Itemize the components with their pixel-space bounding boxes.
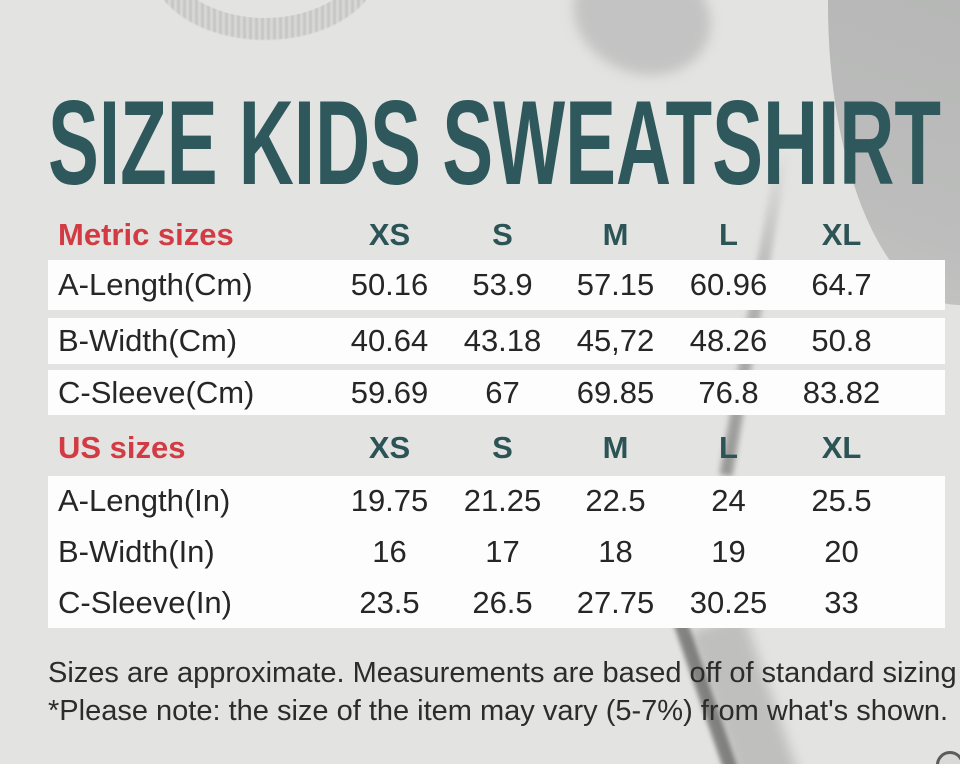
collar-rib-arc [150, 0, 380, 40]
us-header-row: US sizes XS S M L XL [48, 425, 945, 470]
size-value: 17 [485, 534, 520, 569]
row-label: B-Width(Cm) [58, 323, 238, 358]
table-row: C-Sleeve(In) 23.5 26.5 27.75 30.25 33 [48, 577, 945, 628]
size-value: 43.18 [463, 323, 542, 358]
size-column-header: L [719, 217, 738, 252]
table-row-band: C-Sleeve(Cm) 59.69 67 69.85 76.8 83.82 [48, 370, 945, 415]
size-value: 64.7 [811, 267, 872, 302]
metric-header-row: Metric sizes XS S M L XL [48, 212, 945, 258]
footnote-approximate: Sizes are approximate. Measurements are … [48, 657, 960, 689]
size-column-header: S [492, 429, 513, 465]
size-value: 53.9 [472, 267, 533, 302]
row-label: C-Sleeve(In) [58, 584, 232, 620]
row-label: C-Sleeve(Cm) [58, 374, 255, 410]
size-value: 57.15 [576, 267, 655, 302]
size-value: 50.8 [811, 323, 872, 358]
size-value: 67 [485, 374, 520, 410]
size-value: 60.96 [689, 267, 768, 302]
size-value: 69.85 [576, 374, 655, 410]
size-value: 19.75 [350, 483, 429, 519]
size-column-header: XS [368, 429, 411, 465]
row-label: A-Length(Cm) [58, 267, 253, 302]
row-label: A-Length(In) [58, 483, 231, 519]
size-value: 26.5 [472, 584, 533, 620]
collar-inner-fabric [163, 0, 367, 18]
size-value: 25.5 [811, 483, 872, 519]
size-value: 33 [824, 584, 859, 620]
size-value: 50.16 [350, 267, 429, 302]
size-value: 21.25 [463, 483, 542, 519]
table-row: A-Length(Cm) 50.16 53.9 57.15 60.96 64.7 [48, 260, 945, 310]
size-value: 30.25 [689, 584, 768, 620]
size-column-header: M [602, 217, 629, 252]
size-column-header: S [492, 217, 513, 252]
table-row: B-Width(In) 16 17 18 19 20 [48, 527, 945, 578]
row-label: B-Width(In) [58, 534, 215, 569]
page-title: SIZE KIDS SWEATSHIRT [48, 90, 945, 192]
size-value: 19 [711, 534, 746, 569]
shoulder-shadow-patch [555, 0, 729, 96]
page-title-text: SIZE KIDS SWEATSHIRT [48, 90, 941, 192]
size-value: 45,72 [576, 323, 655, 358]
size-value: 76.8 [698, 374, 759, 410]
table-row-band: A-Length(In) 19.75 21.25 22.5 24 25.5 B-… [48, 476, 945, 628]
table-group-label: US sizes [58, 429, 186, 465]
size-value: 27.75 [576, 584, 655, 620]
size-value: 59.69 [350, 374, 429, 410]
size-value: 23.5 [359, 584, 420, 620]
size-value: 40.64 [350, 323, 429, 358]
footnote-variance: *Please note: the size of the item may v… [48, 695, 949, 727]
size-column-header: XL [821, 429, 862, 465]
size-value: 22.5 [585, 483, 646, 519]
size-value: 48.26 [689, 323, 768, 358]
footnotes: Sizes are approximate. Measurements are … [48, 654, 960, 730]
table-group-label: Metric sizes [58, 217, 234, 252]
size-column-header: L [719, 429, 738, 465]
size-value: 16 [372, 534, 407, 569]
table-row: C-Sleeve(Cm) 59.69 67 69.85 76.8 83.82 [48, 370, 945, 415]
table-row: B-Width(Cm) 40.64 43.18 45,72 48.26 50.8 [48, 318, 945, 364]
size-value: 83.82 [802, 374, 881, 410]
size-value: 18 [598, 534, 633, 569]
size-value: 24 [711, 483, 746, 519]
size-value: 20 [824, 534, 859, 569]
table-row-band: B-Width(Cm) 40.64 43.18 45,72 48.26 50.8 [48, 318, 945, 364]
size-column-header: M [602, 429, 629, 465]
table-row-band: A-Length(Cm) 50.16 53.9 57.15 60.96 64.7 [48, 260, 945, 310]
table-row: A-Length(In) 19.75 21.25 22.5 24 25.5 [48, 476, 945, 527]
size-column-header: XS [368, 217, 411, 252]
corner-watermark-circle-icon [936, 751, 960, 764]
size-column-header: XL [821, 217, 862, 252]
